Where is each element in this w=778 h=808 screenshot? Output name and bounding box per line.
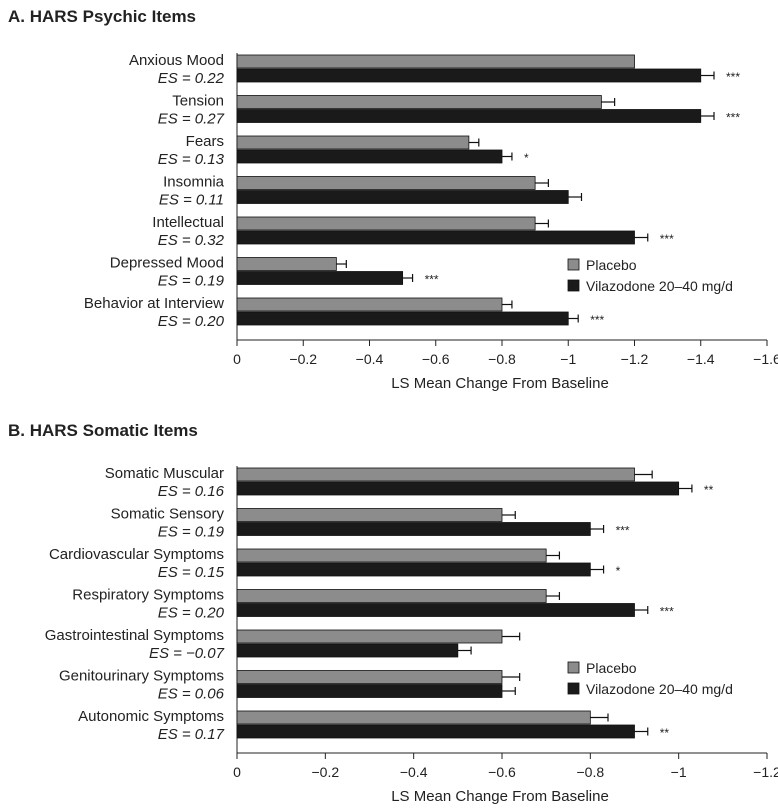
effect-size-label: ES = 0.32: [158, 232, 225, 249]
bar-vilazodone: [236, 603, 635, 617]
x-axis-label: LS Mean Change From Baseline: [391, 788, 609, 805]
bar-placebo: [236, 589, 547, 603]
significance-marker: ***: [726, 111, 740, 125]
category-label: Somatic Sensory: [111, 506, 225, 523]
legend-label-placebo: Placebo: [586, 257, 637, 273]
category-label: Genitourinary Symptoms: [59, 668, 224, 685]
x-tick-label: −0.2: [312, 764, 340, 780]
significance-marker: ***: [660, 605, 674, 619]
effect-size-label: ES = −0.07: [149, 645, 225, 662]
legend-label-placebo: Placebo: [586, 660, 637, 676]
legend-swatch-vilazodone: [567, 682, 580, 695]
bar-vilazodone: [236, 643, 459, 658]
effect-size-label: ES = 0.17: [158, 726, 225, 743]
bar-vilazodone: [236, 311, 569, 326]
x-tick-label: −0.6: [488, 764, 516, 780]
significance-marker: *: [524, 151, 529, 165]
bar-placebo: [236, 176, 536, 190]
x-tick-label: 0: [233, 764, 241, 780]
x-axis-label: LS Mean Change From Baseline: [391, 375, 609, 392]
bar-placebo: [236, 95, 602, 109]
effect-size-label: ES = 0.19: [158, 524, 225, 541]
bar-vilazodone: [236, 724, 635, 739]
x-tick-label: −0.6: [422, 351, 450, 367]
effect-size-label: ES = 0.19: [158, 273, 225, 290]
effect-size-label: ES = 0.20: [158, 313, 225, 330]
effect-size-label: ES = 0.16: [158, 483, 225, 500]
bar-placebo: [236, 135, 470, 150]
category-label: Somatic Muscular: [105, 465, 224, 482]
significance-marker: ***: [425, 273, 439, 287]
effect-size-label: ES = 0.06: [158, 686, 225, 703]
legend-label-vilazodone: Vilazodone 20–40 mg/d: [586, 278, 733, 294]
category-label: Behavior at Interview: [84, 295, 224, 312]
bar-placebo: [236, 670, 503, 684]
category-label: Fears: [186, 133, 224, 150]
bar-placebo: [236, 216, 536, 231]
effect-size-label: ES = 0.20: [158, 605, 225, 622]
significance-marker: ***: [590, 313, 604, 327]
x-tick-label: −1.2: [621, 351, 649, 367]
chart-title: B. HARS Somatic Items: [8, 421, 198, 440]
x-tick-label: −0.8: [577, 764, 605, 780]
bar-vilazodone: [236, 684, 503, 698]
bar-vilazodone: [236, 109, 702, 123]
category-label: Autonomic Symptoms: [78, 708, 224, 725]
x-tick-label: −1: [671, 764, 687, 780]
effect-size-label: ES = 0.13: [158, 151, 225, 168]
effect-size-label: ES = 0.22: [158, 70, 225, 87]
significance-marker: **: [704, 483, 714, 497]
bar-vilazodone: [236, 230, 635, 245]
chart-somatic-items: B. HARS Somatic Items 0 −0.2 −0.4 −0.6 −0.8 −1…: [8, 421, 778, 805]
bar-vilazodone: [236, 68, 702, 83]
category-label: Depressed Mood: [110, 255, 224, 272]
category-label: Insomnia: [163, 174, 225, 191]
bar-placebo: [236, 257, 337, 271]
category-label: Gastrointestinal Symptoms: [45, 627, 224, 644]
significance-marker: **: [660, 726, 670, 740]
chart-title: A. HARS Psychic Items: [8, 7, 196, 26]
bar-placebo: [236, 297, 503, 312]
x-tick-label: −1: [560, 351, 576, 367]
legend-swatch-placebo: [567, 661, 580, 674]
category-label: Intellectual: [152, 214, 224, 231]
x-tick-label: −0.4: [356, 351, 384, 367]
bar-placebo: [236, 629, 503, 644]
x-tick-label: −0.2: [289, 351, 317, 367]
bar-placebo: [236, 710, 591, 725]
x-tick-label: −1.6: [753, 351, 778, 367]
effect-size-label: ES = 0.11: [159, 192, 224, 209]
category-label: Respiratory Symptoms: [72, 587, 224, 604]
chart-psychic-items: A. HARS Psychic Items 0 −0.2 −0.4 −0.6 −0.8 −1…: [8, 7, 778, 392]
legend-swatch-vilazodone: [567, 279, 580, 292]
significance-marker: ***: [726, 70, 740, 84]
category-label: Tension: [172, 93, 224, 110]
bar-placebo: [236, 54, 635, 69]
category-label: Cardiovascular Symptoms: [49, 546, 224, 563]
effect-size-label: ES = 0.27: [158, 111, 225, 128]
x-tick-label: −1.2: [753, 764, 778, 780]
significance-marker: *: [616, 564, 621, 578]
significance-marker: ***: [660, 232, 674, 246]
bar-vilazodone: [236, 522, 591, 536]
bar-vilazodone: [236, 149, 503, 164]
x-tick-label: 0: [233, 351, 241, 367]
bar-vilazodone: [236, 481, 680, 496]
x-tick-label: −0.4: [400, 764, 428, 780]
bar-placebo: [236, 508, 503, 522]
x-tick-label: −0.8: [488, 351, 516, 367]
bar-placebo: [236, 467, 635, 482]
bar-vilazodone: [236, 562, 591, 577]
category-label: Anxious Mood: [129, 52, 224, 69]
effect-size-label: ES = 0.15: [158, 564, 225, 581]
bar-placebo: [236, 548, 547, 563]
legend-label-vilazodone: Vilazodone 20–40 mg/d: [586, 681, 733, 697]
bar-vilazodone: [236, 271, 404, 285]
significance-marker: ***: [616, 524, 630, 538]
bar-vilazodone: [236, 190, 569, 204]
x-tick-label: −1.4: [687, 351, 715, 367]
legend-swatch-placebo: [567, 258, 580, 271]
